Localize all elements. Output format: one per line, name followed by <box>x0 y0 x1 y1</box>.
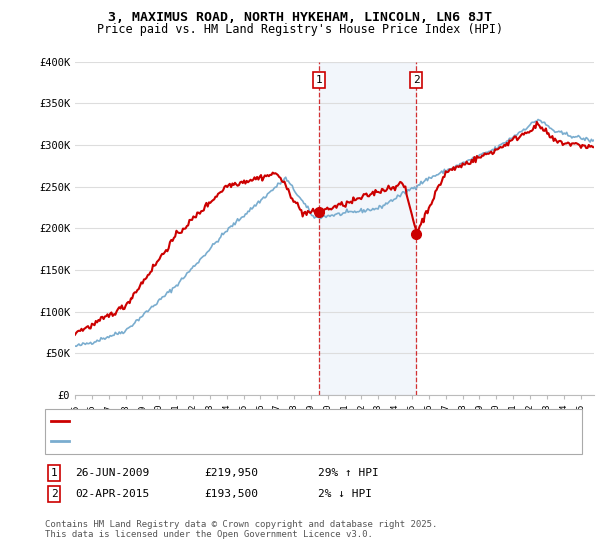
Text: 3, MAXIMUS ROAD, NORTH HYKEHAM, LINCOLN, LN6 8JT (detached house): 3, MAXIMUS ROAD, NORTH HYKEHAM, LINCOLN,… <box>72 416 478 426</box>
Text: £193,500: £193,500 <box>204 489 258 499</box>
Text: 2: 2 <box>50 489 58 499</box>
Text: 2% ↓ HPI: 2% ↓ HPI <box>318 489 372 499</box>
Text: Contains HM Land Registry data © Crown copyright and database right 2025.
This d: Contains HM Land Registry data © Crown c… <box>45 520 437 539</box>
Text: 29% ↑ HPI: 29% ↑ HPI <box>318 468 379 478</box>
Text: 3, MAXIMUS ROAD, NORTH HYKEHAM, LINCOLN, LN6 8JT: 3, MAXIMUS ROAD, NORTH HYKEHAM, LINCOLN,… <box>108 11 492 24</box>
Text: 1: 1 <box>316 75 322 85</box>
Text: 2: 2 <box>413 75 419 85</box>
Text: Price paid vs. HM Land Registry's House Price Index (HPI): Price paid vs. HM Land Registry's House … <box>97 23 503 36</box>
Text: HPI: Average price, detached house, North Kesteven: HPI: Average price, detached house, Nort… <box>72 436 385 446</box>
Text: £219,950: £219,950 <box>204 468 258 478</box>
Text: 26-JUN-2009: 26-JUN-2009 <box>75 468 149 478</box>
Bar <box>319 62 416 395</box>
Text: 02-APR-2015: 02-APR-2015 <box>75 489 149 499</box>
Text: 1: 1 <box>50 468 58 478</box>
